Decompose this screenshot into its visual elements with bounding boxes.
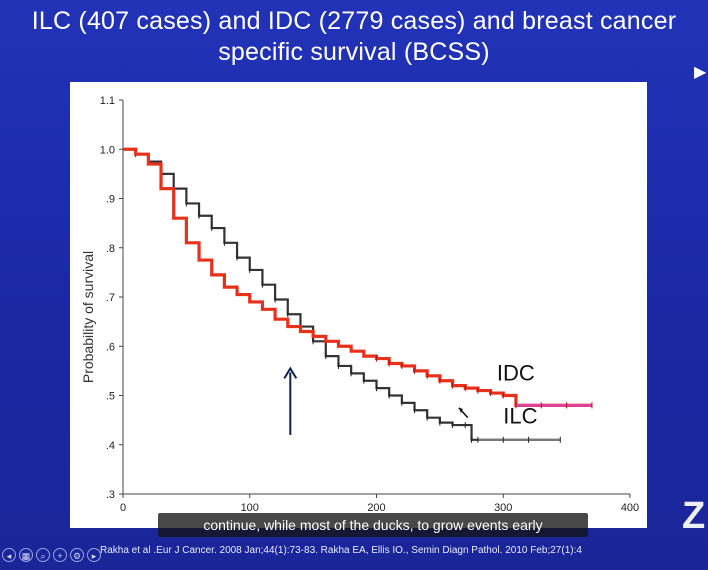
series-line-ilc <box>123 148 561 441</box>
small-arrow-head <box>458 407 463 413</box>
side-arrow-icon: ▶ <box>694 64 707 81</box>
settings-icon[interactable]: ⚙ <box>70 548 84 562</box>
x-tick-label: 0 <box>120 502 126 514</box>
x-tick-label: 100 <box>241 502 259 514</box>
y-tick-label: 1.0 <box>100 144 115 156</box>
y-tick-label: .4 <box>106 440 115 452</box>
x-tick-label: 400 <box>621 502 639 514</box>
y-tick-label: .9 <box>106 194 115 206</box>
upward-arrow-head <box>283 366 298 379</box>
back-icon[interactable]: ◂ <box>2 548 16 562</box>
y-tick-label: 1.1 <box>100 95 115 107</box>
x-tick-label: 200 <box>367 502 385 514</box>
zoom-icon[interactable]: + <box>53 548 67 562</box>
video-caption: continue, while most of the ducks, to gr… <box>158 513 588 537</box>
y-tick-label: .7 <box>106 292 115 304</box>
x-tick-label: 300 <box>494 502 512 514</box>
slide-title: ILC (407 cases) and IDC (2779 cases) and… <box>31 7 677 66</box>
survival-chart: .3 .4 .5 .6 .7 .8 .9 1.0 1.1 0 100 200 300 400 Probabi… <box>80 95 639 514</box>
reference-footer: Rakha et al .Eur J Cancer. 2008 Jan;44(1… <box>100 545 582 556</box>
y-tick-label: .3 <box>106 489 115 501</box>
slides-icon[interactable]: ▦ <box>19 548 33 562</box>
zoom-logo: Z <box>682 495 706 537</box>
y-tick-label: .8 <box>106 243 115 255</box>
annotation-ilc: ILC <box>503 404 537 429</box>
y-tick-label: .6 <box>106 341 115 353</box>
slide-toolbar: ◂ ▦ ⌕ + ⚙ ▸ <box>2 548 101 564</box>
series-line-idc <box>123 147 592 407</box>
forward-icon[interactable]: ▸ <box>87 548 101 562</box>
y-axis-label: Probability of survival <box>80 251 96 383</box>
annotation-idc: IDC <box>497 361 535 386</box>
search-icon[interactable]: ⌕ <box>36 548 50 562</box>
chart-panel: .3 .4 .5 .6 .7 .8 .9 1.0 1.1 0 100 200 300 400 Probabi… <box>70 82 647 528</box>
y-tick-label: .5 <box>106 391 115 403</box>
